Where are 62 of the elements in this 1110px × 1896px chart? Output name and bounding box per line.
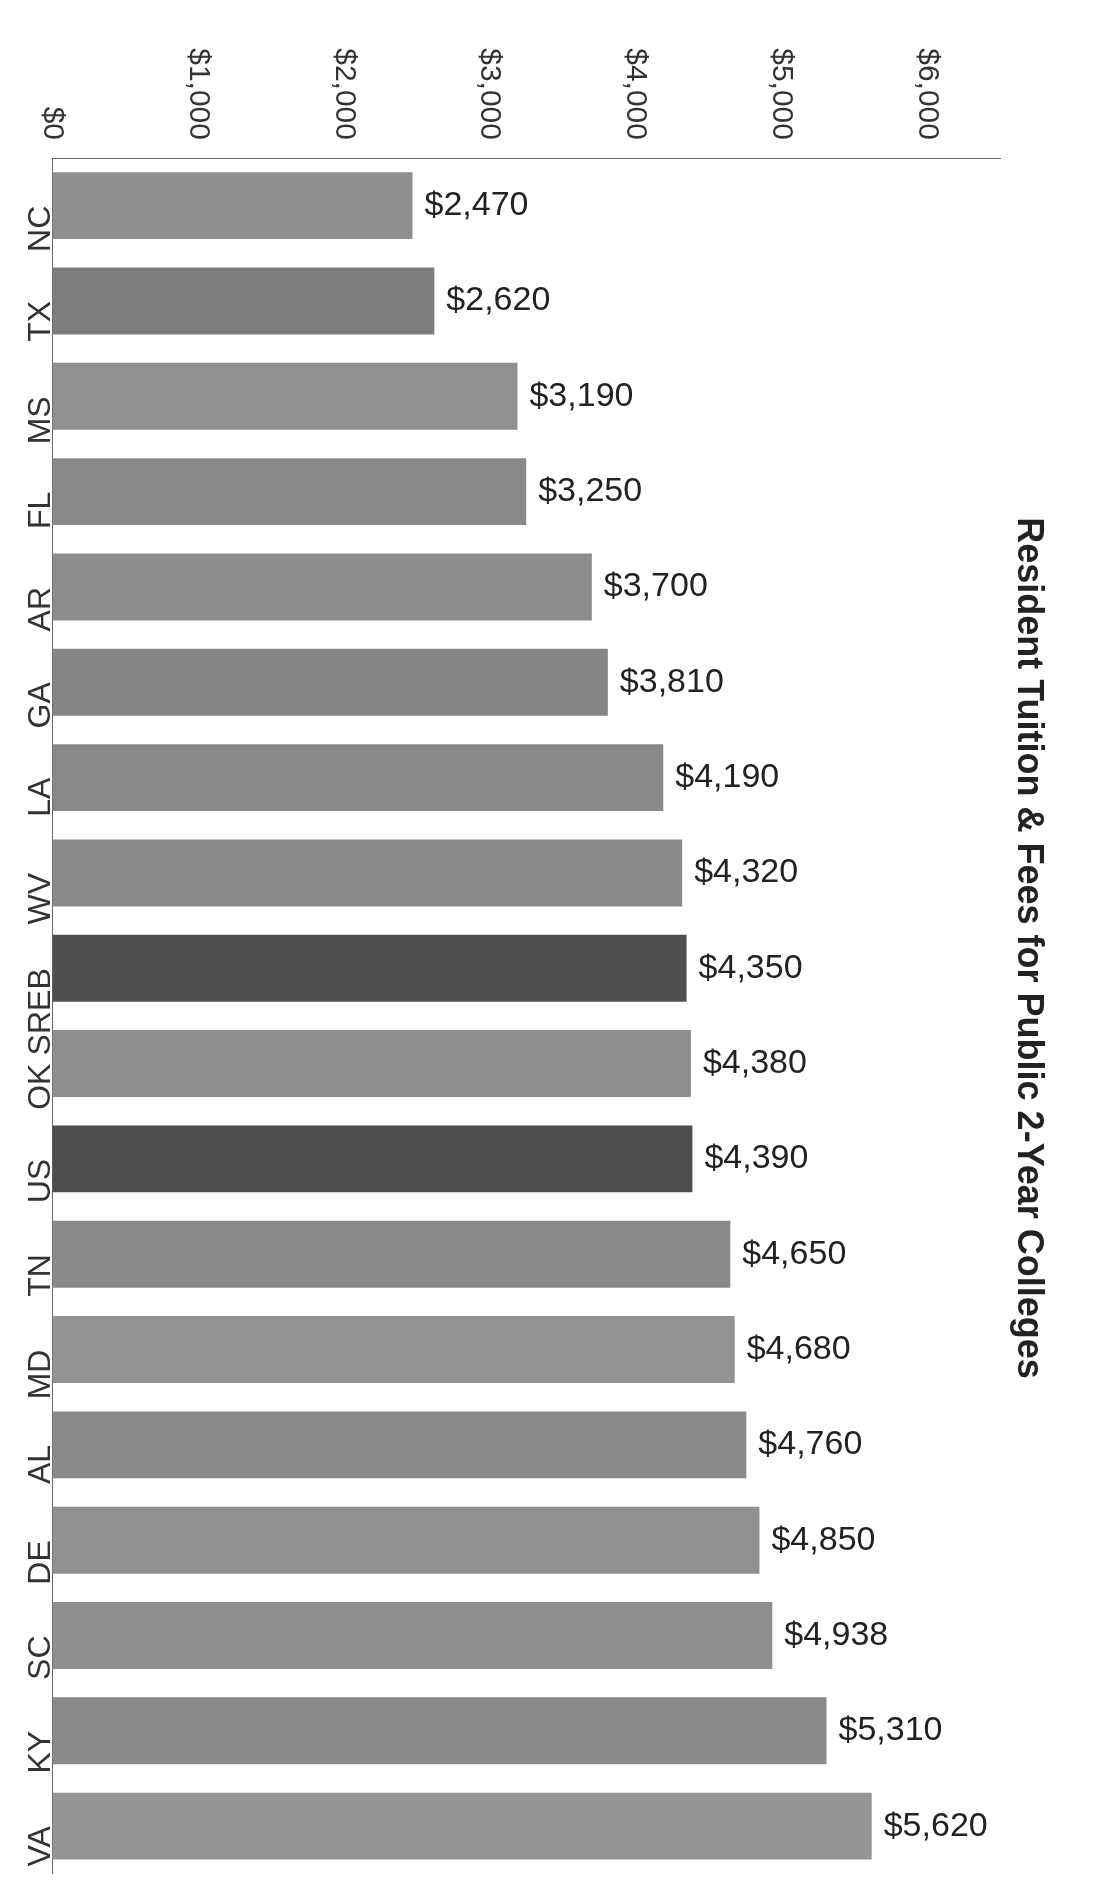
bar bbox=[52, 1697, 827, 1765]
data-label: $4,190 bbox=[675, 755, 780, 794]
x-tick-label: $5,000 bbox=[767, 48, 801, 140]
y-tick-label: LA bbox=[21, 776, 58, 817]
y-tick-label: FL bbox=[21, 491, 58, 529]
y-tick-label: TX bbox=[21, 300, 58, 342]
bar bbox=[52, 1602, 773, 1669]
bar bbox=[52, 553, 592, 621]
data-label: $2,620 bbox=[446, 279, 551, 318]
y-tick-label: WV bbox=[21, 872, 58, 925]
bar bbox=[52, 1030, 691, 1098]
x-tick-label: $0 bbox=[38, 106, 72, 140]
bar bbox=[52, 934, 687, 1002]
x-tick-label: $6,000 bbox=[912, 48, 946, 140]
bar bbox=[52, 1316, 735, 1383]
y-tick-label: SC bbox=[21, 1635, 58, 1680]
y-tick-label: AL bbox=[21, 1444, 58, 1484]
y-tick-label: KY bbox=[21, 1730, 58, 1774]
data-label: $3,810 bbox=[619, 660, 724, 699]
data-label: $4,380 bbox=[702, 1041, 807, 1080]
bar bbox=[52, 648, 608, 716]
y-tick-label: TN bbox=[21, 1254, 58, 1297]
bar bbox=[52, 267, 435, 335]
y-tick-label: MS bbox=[21, 396, 58, 445]
data-label: $4,390 bbox=[704, 1137, 809, 1176]
bar bbox=[52, 1220, 731, 1288]
data-label: $4,650 bbox=[742, 1232, 847, 1271]
y-tick-label: US bbox=[21, 1158, 58, 1204]
data-label: $3,700 bbox=[603, 565, 708, 604]
bar bbox=[52, 458, 527, 526]
data-label: $4,760 bbox=[758, 1423, 863, 1462]
y-tick-label: VA bbox=[21, 1825, 58, 1867]
y-tick-label: SREB bbox=[21, 968, 58, 1056]
y-tick-label: NC bbox=[21, 205, 58, 252]
y-tick-label: GA bbox=[21, 681, 58, 729]
y-tick-label: DE bbox=[21, 1540, 58, 1585]
y-tick-label: MD bbox=[21, 1349, 58, 1400]
data-label: $5,310 bbox=[838, 1709, 943, 1748]
data-label: $4,680 bbox=[746, 1327, 851, 1366]
y-tick-label: OK bbox=[21, 1063, 58, 1110]
data-label: $3,250 bbox=[538, 470, 643, 508]
x-tick-label: $2,000 bbox=[329, 48, 363, 140]
x-tick-label: $1,000 bbox=[183, 48, 217, 140]
x-tick-label: $3,000 bbox=[475, 48, 509, 140]
bar bbox=[52, 172, 413, 240]
x-tick-label: $4,000 bbox=[621, 48, 655, 140]
data-label: $4,350 bbox=[698, 946, 803, 985]
bar bbox=[52, 839, 683, 907]
bar bbox=[52, 744, 664, 812]
data-label: $2,470 bbox=[424, 184, 529, 223]
data-label: $4,938 bbox=[784, 1613, 889, 1652]
data-label: $4,320 bbox=[694, 851, 799, 890]
y-tick-label: AR bbox=[21, 586, 58, 632]
data-label: $5,620 bbox=[883, 1804, 988, 1843]
bar bbox=[52, 1125, 693, 1193]
text: Resident Tuition & Fees for Public 2-Year Colleges bbox=[1009, 517, 1051, 1379]
bar bbox=[52, 1792, 872, 1860]
bar bbox=[52, 1411, 747, 1479]
bar bbox=[52, 1506, 760, 1574]
data-label: $4,850 bbox=[771, 1518, 876, 1557]
bar bbox=[52, 362, 518, 430]
data-label: $3,190 bbox=[529, 374, 634, 413]
